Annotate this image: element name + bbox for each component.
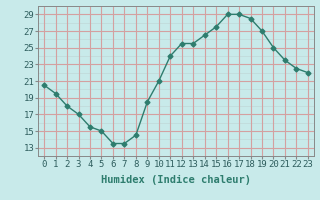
X-axis label: Humidex (Indice chaleur): Humidex (Indice chaleur) xyxy=(101,175,251,185)
